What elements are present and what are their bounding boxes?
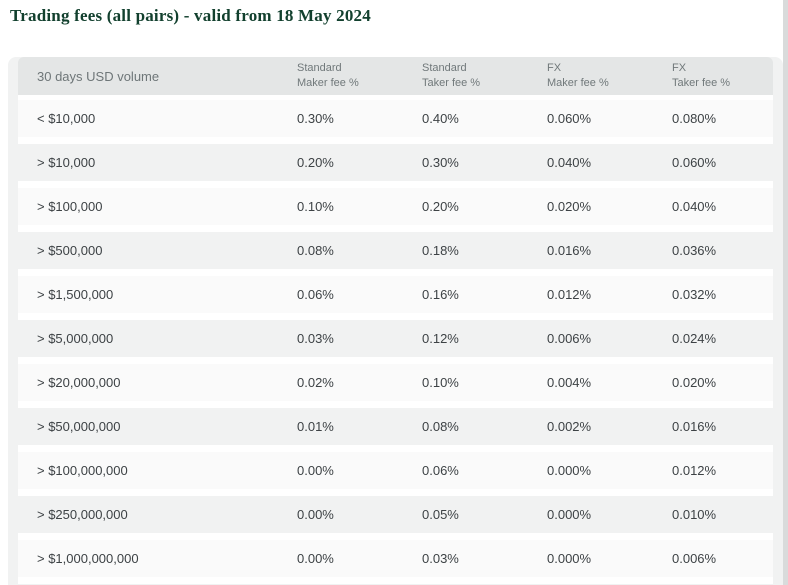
table-header-row: 30 days USD volume Standard Maker fee % …	[18, 57, 773, 100]
fee-value-cell: 0.060%	[547, 111, 592, 126]
volume-tier-cell: > $250,000,000	[37, 507, 128, 522]
fee-value-cell: 0.006%	[547, 331, 592, 346]
column-header-fx-taker: FX Taker fee %	[672, 61, 773, 91]
fee-value-cell: 0.016%	[547, 243, 592, 258]
fee-value-cell: 0.00%	[297, 507, 334, 522]
column-header-standard-maker: Standard Maker fee %	[297, 61, 422, 91]
table-row: > $100,000 0.10% 0.20% 0.020% 0.040%	[18, 188, 773, 232]
table-row: > $50,000,000 0.01% 0.08% 0.002% 0.016%	[18, 408, 773, 452]
column-header-standard-taker: Standard Taker fee %	[422, 61, 547, 91]
header-line-1: Standard	[422, 62, 467, 75]
table-row: > $100,000,000 0.00% 0.06% 0.000% 0.012%	[18, 452, 773, 496]
column-header-volume: 30 days USD volume	[37, 68, 160, 84]
fee-value-cell: 0.40%	[422, 111, 459, 126]
header-line-2: Maker fee %	[547, 77, 609, 89]
fee-value-cell: 0.06%	[297, 287, 334, 302]
table-row: > $1,500,000 0.06% 0.16% 0.012% 0.032%	[18, 276, 773, 320]
fee-value-cell: 0.10%	[422, 375, 459, 390]
fee-value-cell: 0.000%	[547, 463, 592, 478]
table-row: > $500,000 0.08% 0.18% 0.016% 0.036%	[18, 232, 773, 276]
header-line-2: Taker fee %	[422, 77, 481, 89]
fee-value-cell: 0.006%	[672, 551, 717, 566]
fee-value-cell: 0.060%	[672, 155, 717, 170]
fee-value-cell: 0.000%	[547, 507, 592, 522]
fee-value-cell: 0.000%	[547, 551, 592, 566]
fee-value-cell: 0.20%	[297, 155, 334, 170]
volume-tier-cell: < $10,000	[37, 111, 96, 126]
volume-tier-cell: > $100,000	[37, 199, 103, 214]
table-row: > $250,000,000 0.00% 0.05% 0.000% 0.010%	[18, 496, 773, 540]
table-row: > $5,000,000 0.03% 0.12% 0.006% 0.024%	[18, 320, 773, 364]
volume-tier-cell: > $20,000,000	[37, 375, 121, 390]
fee-value-cell: 0.06%	[422, 463, 459, 478]
header-line-2: Maker fee %	[297, 77, 359, 89]
fee-value-cell: 0.18%	[422, 243, 459, 258]
fee-value-cell: 0.020%	[547, 199, 592, 214]
fee-value-cell: 0.002%	[547, 419, 592, 434]
fee-value-cell: 0.03%	[297, 331, 334, 346]
table-body: < $10,000 0.30% 0.40% 0.060% 0.080% > $10,000…	[18, 100, 773, 584]
fee-value-cell: 0.024%	[672, 331, 717, 346]
column-header-fx-maker: FX Maker fee %	[547, 61, 672, 91]
volume-tier-cell: > $5,000,000	[37, 331, 114, 346]
volume-tier-cell: > $100,000,000	[37, 463, 128, 478]
fees-table-panel: 30 days USD volume Standard Maker fee % …	[8, 57, 783, 585]
header-line-2: Taker fee %	[672, 77, 731, 89]
fee-value-cell: 0.00%	[297, 551, 334, 566]
fee-value-cell: 0.12%	[422, 331, 459, 346]
fee-value-cell: 0.016%	[672, 419, 717, 434]
fee-value-cell: 0.16%	[422, 287, 459, 302]
fee-value-cell: 0.004%	[547, 375, 592, 390]
scrollbar-track[interactable]	[783, 0, 788, 585]
fee-value-cell: 0.02%	[297, 375, 334, 390]
fee-value-cell: 0.036%	[672, 243, 717, 258]
fee-value-cell: 0.020%	[672, 375, 717, 390]
page-title: Trading fees (all pairs) - valid from 18…	[10, 6, 371, 25]
fee-value-cell: 0.012%	[547, 287, 592, 302]
fee-value-cell: 0.10%	[297, 199, 334, 214]
fee-value-cell: 0.30%	[422, 155, 459, 170]
fee-value-cell: 0.040%	[547, 155, 592, 170]
table-row: > $1,000,000,000 0.00% 0.03% 0.000% 0.006%	[18, 540, 773, 584]
table-row: > $10,000 0.20% 0.30% 0.040% 0.060%	[18, 144, 773, 188]
volume-tier-cell: > $1,000,000,000	[37, 551, 139, 566]
fee-value-cell: 0.01%	[297, 419, 334, 434]
fee-value-cell: 0.00%	[297, 463, 334, 478]
table-row: > $20,000,000 0.02% 0.10% 0.004% 0.020%	[18, 364, 773, 408]
volume-tier-cell: > $10,000	[37, 155, 96, 170]
volume-tier-cell: > $1,500,000	[37, 287, 114, 302]
header-line-1: FX	[672, 62, 687, 75]
fee-value-cell: 0.012%	[672, 463, 717, 478]
fee-value-cell: 0.010%	[672, 507, 717, 522]
fee-value-cell: 0.30%	[297, 111, 334, 126]
fee-value-cell: 0.040%	[672, 199, 717, 214]
header-line-1: FX	[547, 62, 562, 75]
table-row: < $10,000 0.30% 0.40% 0.060% 0.080%	[18, 100, 773, 144]
fee-value-cell: 0.03%	[422, 551, 459, 566]
fee-value-cell: 0.08%	[297, 243, 334, 258]
fee-value-cell: 0.08%	[422, 419, 459, 434]
header-line-1: Standard	[297, 62, 342, 75]
fee-value-cell: 0.05%	[422, 507, 459, 522]
volume-tier-cell: > $50,000,000	[37, 419, 121, 434]
fee-value-cell: 0.080%	[672, 111, 717, 126]
fee-value-cell: 0.032%	[672, 287, 717, 302]
volume-tier-cell: > $500,000	[37, 243, 103, 258]
fee-value-cell: 0.20%	[422, 199, 459, 214]
